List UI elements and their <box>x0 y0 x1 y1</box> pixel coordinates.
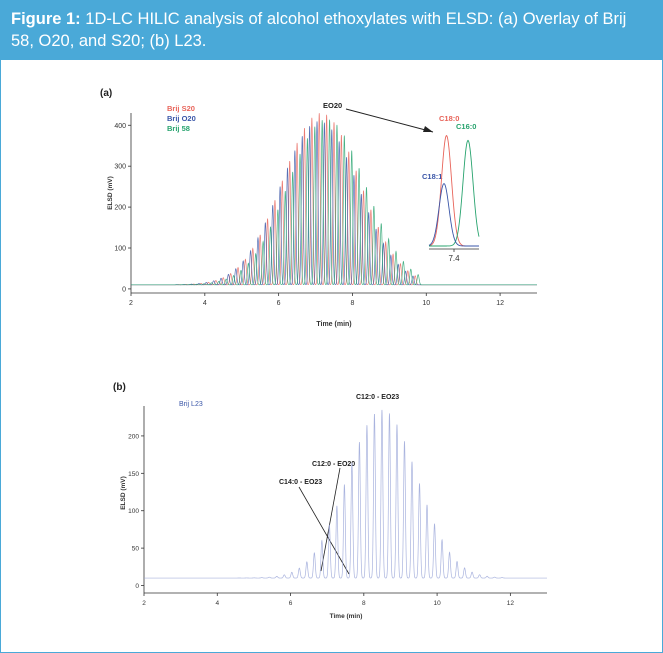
xaxis-label-a: Time (min) <box>316 321 351 328</box>
figure-caption-text: 1D-LC HILIC analysis of alcohol ethoxyla… <box>11 10 627 50</box>
panel-label-b: (b) <box>113 382 126 393</box>
x-tick-label-b: 8 <box>362 600 366 607</box>
series-line-b-0 <box>144 409 547 579</box>
yaxis-label-b: ELSD (mV) <box>120 476 127 510</box>
x-tick-label-b: 12 <box>507 600 515 607</box>
c14-eo23-pointer <box>298 486 350 575</box>
inset-peak-label-c18-1: C18:1 <box>422 172 442 181</box>
panel-label-a: (a) <box>100 88 112 99</box>
inset-tick-label: 7.4 <box>448 254 460 263</box>
x-tick-label-a: 10 <box>422 300 430 307</box>
eo20-arrowhead <box>423 126 433 132</box>
x-tick-label-b: 4 <box>215 600 219 607</box>
legend-entry-l23: Brij L23 <box>179 401 203 408</box>
y-tick-label-a: 100 <box>114 246 126 253</box>
x-tick-label-a: 6 <box>277 300 281 307</box>
c12-eo20-pointer <box>320 467 341 572</box>
x-tick-label-a: 4 <box>203 300 207 307</box>
series-line-a-2 <box>131 119 537 286</box>
x-tick-label-b: 2 <box>142 600 146 607</box>
series-line-a-1 <box>131 121 537 286</box>
inset-peak-1 <box>429 139 480 247</box>
figure-caption: Figure 1: 1D-LC HILIC analysis of alcoho… <box>1 1 662 60</box>
inset-peak-label-c16-0: C16:0 <box>456 122 476 131</box>
annotation-eo20: EO20 <box>323 101 342 110</box>
y-tick-label-a: 400 <box>114 123 126 130</box>
legend-entry-s20: Brij S20 <box>167 104 195 113</box>
inset-peak-label-c18-0: C18:0 <box>439 114 459 123</box>
annotation-c12-eo23: C12:0 - EO23 <box>356 394 399 401</box>
y-tick-label-a: 300 <box>114 164 126 171</box>
legend-entry-o20: Brij O20 <box>167 114 196 123</box>
x-tick-label-a: 2 <box>129 300 133 307</box>
xaxis-label-b: Time (min) <box>330 613 363 620</box>
inset-peak-0 <box>428 134 479 247</box>
annotation-c14-eo23: C14:0 - EO23 <box>279 479 322 486</box>
y-tick-label-b: 100 <box>128 508 139 515</box>
annotation-c12-eo20: C12:0 - EO20 <box>312 461 355 468</box>
x-tick-label-b: 6 <box>289 600 293 607</box>
y-tick-label-a: 0 <box>122 286 126 293</box>
y-tick-label-a: 200 <box>114 205 126 212</box>
x-tick-label-a: 12 <box>496 300 504 307</box>
legend-entry-b58: Brij 58 <box>167 124 190 133</box>
y-tick-label-b: 0 <box>135 583 139 590</box>
x-tick-label-a: 8 <box>351 300 355 307</box>
y-tick-label-b: 150 <box>128 471 139 478</box>
inset-peak-2 <box>428 183 479 247</box>
y-tick-label-b: 50 <box>132 546 140 553</box>
yaxis-label-a: ELSD (mV) <box>107 176 114 210</box>
series-line-a-0 <box>131 113 537 286</box>
y-tick-label-b: 200 <box>128 433 139 440</box>
figure-label: Figure 1: <box>11 10 81 28</box>
eo20-arrow <box>345 108 434 133</box>
x-tick-label-b: 10 <box>433 600 441 607</box>
